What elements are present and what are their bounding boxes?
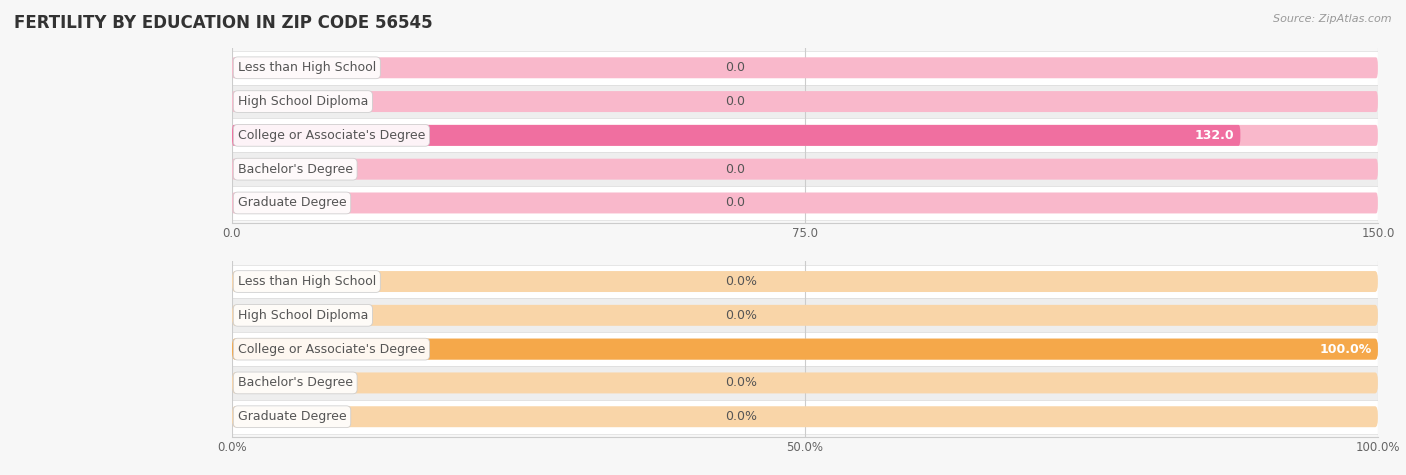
Text: High School Diploma: High School Diploma (238, 309, 368, 322)
Bar (232, 51, 1378, 85)
Text: 0.0: 0.0 (724, 95, 745, 108)
Bar (232, 298, 1378, 332)
Text: College or Associate's Degree: College or Associate's Degree (238, 129, 425, 142)
Text: Graduate Degree: Graduate Degree (238, 410, 346, 423)
FancyBboxPatch shape (232, 406, 1378, 427)
Text: Less than High School: Less than High School (238, 275, 375, 288)
Text: Graduate Degree: Graduate Degree (238, 197, 346, 209)
Text: 0.0: 0.0 (724, 162, 745, 176)
Text: 0.0%: 0.0% (724, 376, 756, 390)
FancyBboxPatch shape (232, 372, 1378, 393)
FancyBboxPatch shape (232, 125, 1378, 146)
Text: 100.0%: 100.0% (1320, 342, 1372, 356)
Text: Less than High School: Less than High School (238, 61, 375, 74)
Bar (232, 118, 1378, 152)
FancyBboxPatch shape (232, 271, 1378, 292)
Bar (232, 152, 1378, 186)
Text: 0.0%: 0.0% (724, 275, 756, 288)
Text: Bachelor's Degree: Bachelor's Degree (238, 376, 353, 390)
Text: 0.0: 0.0 (724, 61, 745, 74)
Bar (232, 85, 1378, 118)
Bar (232, 265, 1378, 298)
Text: Source: ZipAtlas.com: Source: ZipAtlas.com (1274, 14, 1392, 24)
Bar (232, 186, 1378, 220)
FancyBboxPatch shape (232, 339, 1378, 360)
FancyBboxPatch shape (232, 125, 1240, 146)
Text: 0.0: 0.0 (724, 197, 745, 209)
Text: High School Diploma: High School Diploma (238, 95, 368, 108)
Bar (232, 332, 1378, 366)
Bar (232, 366, 1378, 400)
FancyBboxPatch shape (232, 339, 1378, 360)
Text: FERTILITY BY EDUCATION IN ZIP CODE 56545: FERTILITY BY EDUCATION IN ZIP CODE 56545 (14, 14, 433, 32)
Text: 0.0%: 0.0% (724, 309, 756, 322)
FancyBboxPatch shape (232, 57, 1378, 78)
FancyBboxPatch shape (232, 91, 1378, 112)
Text: Bachelor's Degree: Bachelor's Degree (238, 162, 353, 176)
FancyBboxPatch shape (232, 159, 1378, 180)
Text: 132.0: 132.0 (1195, 129, 1234, 142)
Text: College or Associate's Degree: College or Associate's Degree (238, 342, 425, 356)
Bar (232, 400, 1378, 434)
Text: 0.0%: 0.0% (724, 410, 756, 423)
FancyBboxPatch shape (232, 192, 1378, 213)
FancyBboxPatch shape (232, 305, 1378, 326)
